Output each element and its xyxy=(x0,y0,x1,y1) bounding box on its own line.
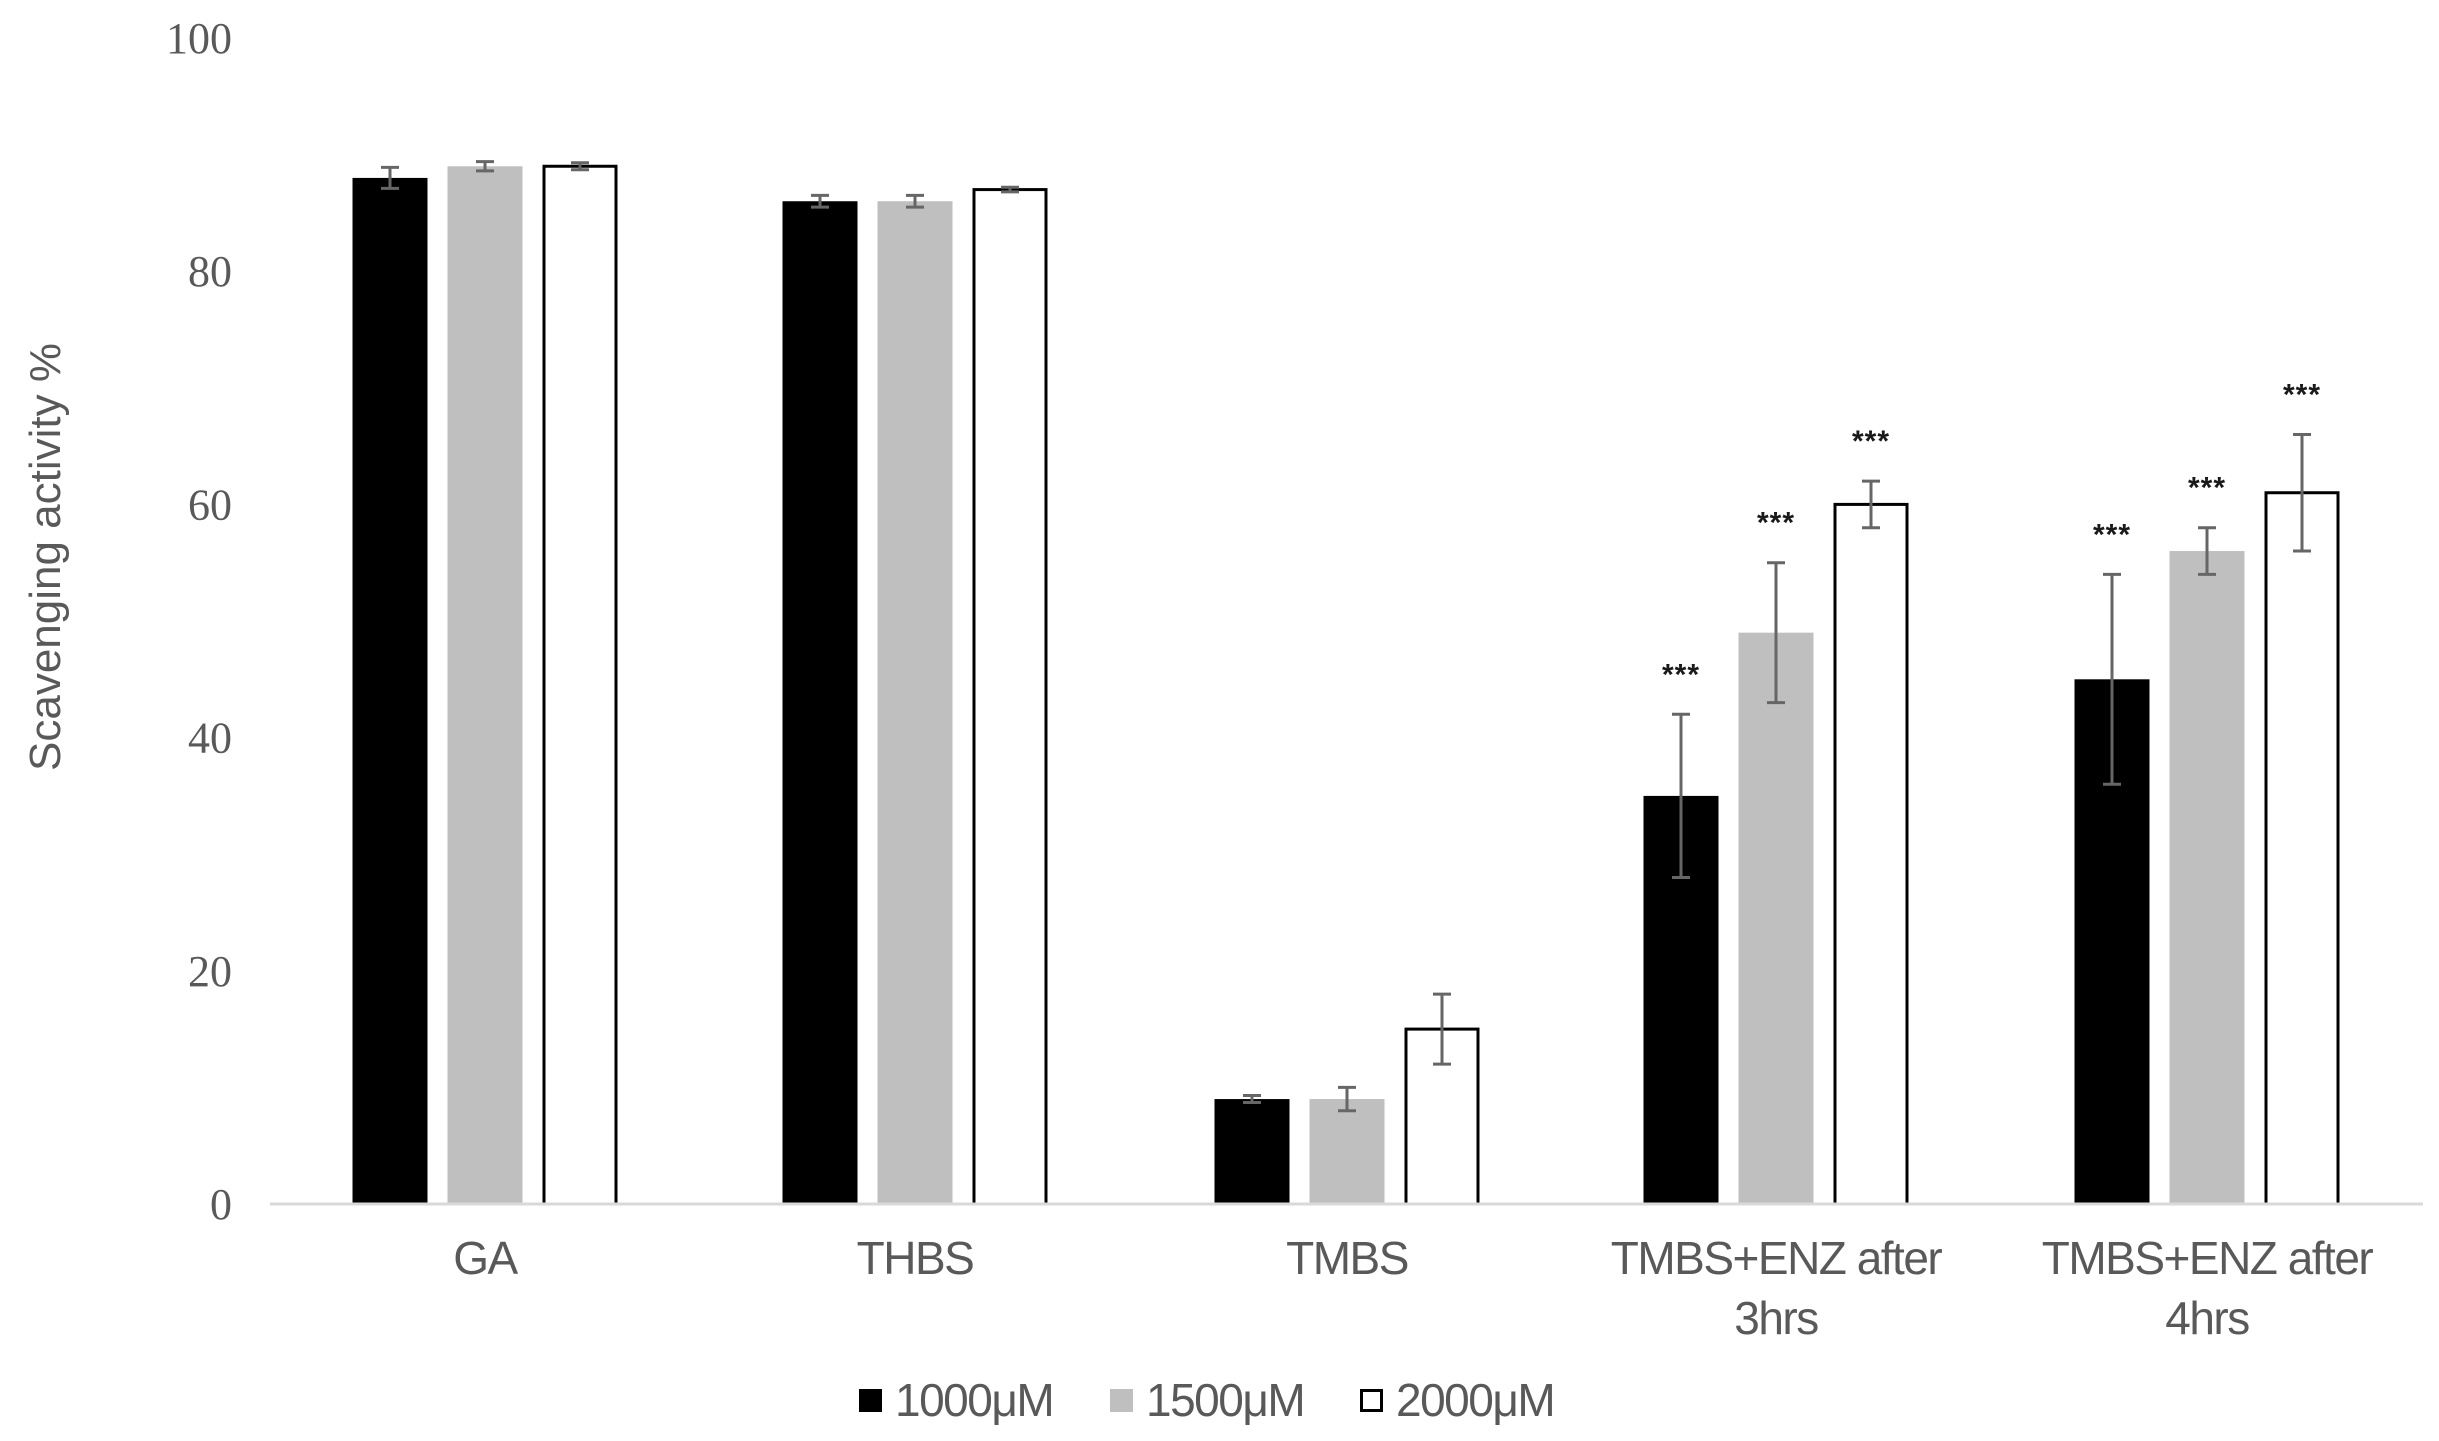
x-category-label: GA xyxy=(453,1232,518,1284)
error-bar xyxy=(1338,1085,1356,1113)
legend-item: 1500μM xyxy=(1110,1374,1306,1426)
significance-marker: *** xyxy=(1852,425,1890,458)
error-bar xyxy=(811,193,829,209)
bar-1500m-tmbs xyxy=(1309,1099,1385,1204)
legend-swatch-icon xyxy=(1110,1389,1133,1412)
x-category-label: 3hrs xyxy=(1734,1292,1818,1344)
error-bar xyxy=(1767,561,1785,705)
error-bars xyxy=(381,160,2311,1113)
bar-1500m-ga xyxy=(447,166,523,1204)
x-axis-category-labels: GA THBS TMBS TMBS+ENZ after 3hrs TMBS+ENZ aft… xyxy=(453,1232,2375,1344)
x-category-label: 4hrs xyxy=(2165,1292,2249,1344)
y-axis-title-group: Scavenging activity % xyxy=(21,343,70,771)
bar-1000m-tmbs xyxy=(1214,1099,1290,1204)
y-tick-label: 60 xyxy=(188,480,232,529)
significance-marker: *** xyxy=(2093,518,2131,551)
y-axis-title: Scavenging activity % xyxy=(21,343,70,771)
y-tick-label: 100 xyxy=(166,14,232,63)
bar-1500m-tmbsenzafter4hrs xyxy=(2169,551,2245,1204)
significance-marker: *** xyxy=(1662,658,1700,691)
error-bar xyxy=(2103,572,2121,786)
y-tick-label: 80 xyxy=(188,247,232,296)
legend-label: 1500μM xyxy=(1146,1374,1304,1426)
bar-2000m-thbs xyxy=(972,188,1048,1206)
legend-swatch-icon xyxy=(1360,1389,1383,1412)
bar-series xyxy=(352,164,2340,1206)
bar-2000m-tmbsenzafter3hrs xyxy=(1833,502,1909,1206)
y-tick-label: 20 xyxy=(188,947,232,996)
significance-marker: *** xyxy=(2283,378,2321,411)
error-bar xyxy=(571,161,589,172)
error-bar xyxy=(906,193,924,209)
error-bar xyxy=(1672,712,1690,880)
legend-label: 1000μM xyxy=(895,1374,1053,1426)
legend-item: 2000μM xyxy=(1360,1374,1556,1426)
x-category-label: TMBS+ENZ after xyxy=(1611,1232,1943,1284)
error-bar xyxy=(476,160,494,173)
y-tick-label: 40 xyxy=(188,714,232,763)
legend-item: 1000μM xyxy=(859,1374,1055,1426)
bar-2000m-tmbsenzafter4hrs xyxy=(2264,491,2340,1206)
significance-labels: *** *** *** *** *** *** xyxy=(1662,378,2321,691)
x-category-label: TMBS xyxy=(1286,1232,1408,1284)
error-bar xyxy=(1433,992,1451,1066)
significance-marker: *** xyxy=(2188,472,2226,505)
error-bar xyxy=(2293,432,2311,553)
error-bar xyxy=(1243,1094,1261,1105)
y-axis-ticks: 0 20 40 60 80 100 xyxy=(166,14,232,1229)
bar-1000m-thbs xyxy=(782,201,858,1205)
error-bar xyxy=(2198,526,2216,576)
y-tick-label: 0 xyxy=(210,1180,232,1229)
error-bar xyxy=(381,165,399,190)
bar-1500m-tmbsenzafter3hrs xyxy=(1738,632,1814,1204)
bar-1500m-thbs xyxy=(877,201,953,1205)
x-category-label: TMBS+ENZ after xyxy=(2042,1232,2374,1284)
x-category-label: THBS xyxy=(857,1232,974,1284)
bar-1000m-ga xyxy=(352,177,428,1204)
error-bar xyxy=(1001,185,1019,194)
legend: 1000μM 1500μM 2000μM xyxy=(859,1374,1556,1426)
significance-marker: *** xyxy=(1757,507,1795,540)
bar-2000m-ga xyxy=(542,164,618,1206)
error-bar xyxy=(1862,479,1880,530)
legend-label: 2000μM xyxy=(1396,1374,1554,1426)
legend-swatch-icon xyxy=(859,1389,882,1412)
